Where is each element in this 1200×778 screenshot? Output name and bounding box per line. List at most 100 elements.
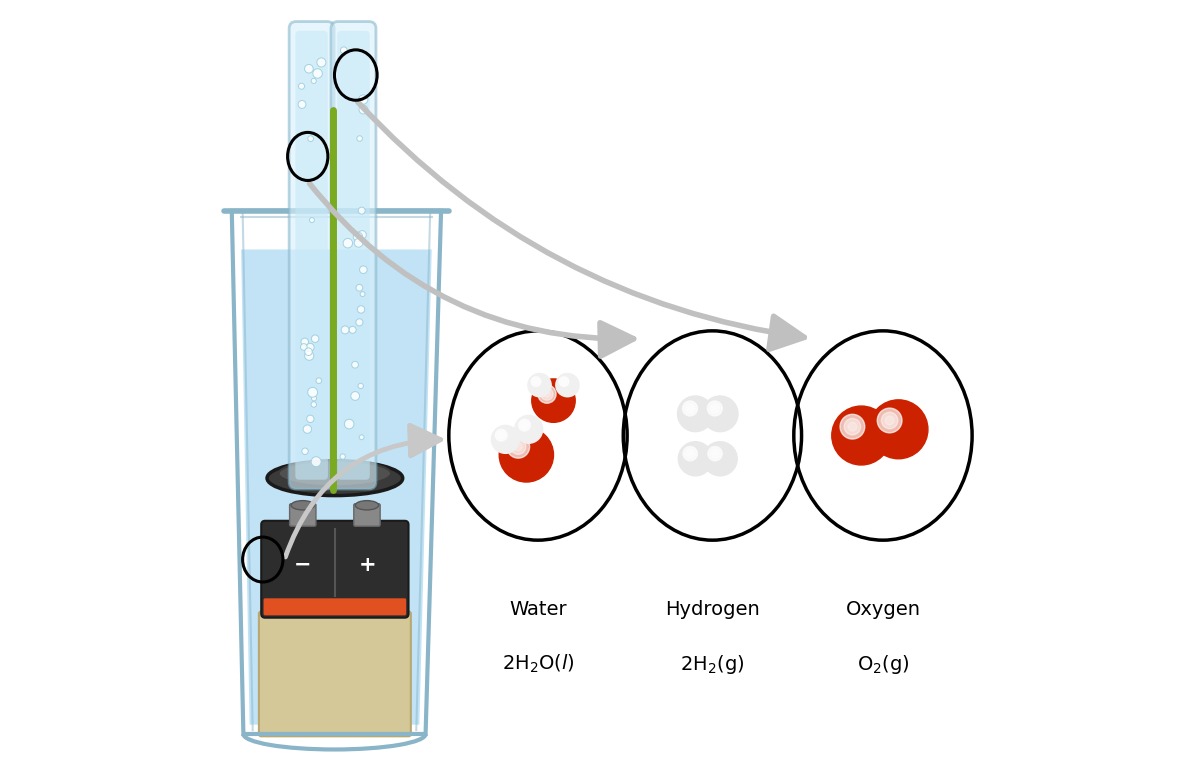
Circle shape	[532, 379, 575, 422]
FancyBboxPatch shape	[295, 31, 328, 480]
Circle shape	[541, 388, 553, 400]
Circle shape	[359, 207, 365, 214]
Circle shape	[713, 451, 718, 456]
Circle shape	[511, 439, 526, 454]
Circle shape	[506, 436, 529, 458]
Circle shape	[358, 384, 364, 389]
FancyBboxPatch shape	[289, 22, 334, 489]
Circle shape	[359, 105, 368, 114]
Circle shape	[556, 373, 580, 397]
Text: 2H$_2$(g): 2H$_2$(g)	[680, 653, 745, 676]
Circle shape	[685, 404, 695, 413]
Ellipse shape	[278, 461, 391, 486]
Circle shape	[312, 335, 319, 342]
Circle shape	[886, 416, 894, 425]
Circle shape	[702, 396, 738, 432]
Text: 2H$_2$O($\it{l}$): 2H$_2$O($\it{l}$)	[502, 653, 575, 675]
Circle shape	[359, 435, 364, 440]
Circle shape	[306, 343, 314, 352]
Circle shape	[311, 401, 317, 407]
Circle shape	[359, 95, 368, 104]
Ellipse shape	[355, 500, 378, 510]
Circle shape	[559, 377, 569, 387]
Circle shape	[544, 391, 551, 398]
Circle shape	[300, 344, 307, 350]
Circle shape	[832, 406, 890, 465]
Circle shape	[497, 431, 505, 439]
FancyBboxPatch shape	[289, 503, 316, 526]
Circle shape	[349, 326, 356, 333]
Circle shape	[877, 408, 902, 433]
Circle shape	[358, 306, 365, 313]
Polygon shape	[241, 223, 432, 250]
Circle shape	[353, 232, 362, 241]
Circle shape	[533, 378, 539, 385]
Circle shape	[350, 391, 360, 401]
Circle shape	[492, 426, 520, 454]
Circle shape	[311, 79, 317, 83]
Circle shape	[343, 239, 353, 248]
Circle shape	[352, 361, 359, 368]
Circle shape	[356, 285, 362, 291]
Text: Hydrogen: Hydrogen	[665, 601, 760, 619]
Text: Water: Water	[509, 601, 566, 619]
Circle shape	[311, 457, 322, 467]
Circle shape	[344, 419, 354, 429]
Circle shape	[356, 135, 362, 142]
Circle shape	[301, 338, 308, 345]
Circle shape	[688, 406, 692, 411]
Circle shape	[848, 422, 857, 431]
Circle shape	[678, 396, 713, 432]
Circle shape	[710, 449, 720, 458]
Text: Oxygen: Oxygen	[846, 601, 920, 619]
Circle shape	[499, 433, 503, 437]
FancyBboxPatch shape	[337, 31, 370, 480]
Circle shape	[317, 58, 326, 67]
Circle shape	[563, 380, 565, 384]
Circle shape	[683, 401, 697, 416]
Ellipse shape	[292, 500, 314, 510]
Circle shape	[358, 230, 366, 239]
Circle shape	[678, 442, 713, 476]
Circle shape	[528, 373, 551, 397]
Circle shape	[313, 68, 323, 79]
FancyBboxPatch shape	[259, 612, 410, 736]
Text: O$_2$(g): O$_2$(g)	[857, 653, 910, 676]
Circle shape	[518, 419, 530, 431]
Circle shape	[307, 387, 318, 398]
Circle shape	[312, 396, 317, 401]
Circle shape	[515, 415, 542, 443]
Circle shape	[298, 100, 306, 108]
Circle shape	[683, 447, 697, 461]
Circle shape	[360, 266, 367, 274]
FancyBboxPatch shape	[354, 503, 380, 526]
Circle shape	[354, 239, 362, 247]
Text: −: −	[293, 555, 311, 575]
Circle shape	[302, 448, 308, 454]
Ellipse shape	[268, 461, 403, 496]
Polygon shape	[241, 250, 432, 724]
Circle shape	[840, 415, 865, 439]
Circle shape	[341, 326, 349, 334]
Circle shape	[299, 83, 305, 89]
Circle shape	[522, 423, 527, 427]
Circle shape	[305, 65, 313, 73]
Circle shape	[496, 429, 508, 441]
Circle shape	[316, 378, 322, 384]
Circle shape	[341, 47, 347, 54]
Circle shape	[844, 419, 860, 435]
Circle shape	[703, 442, 737, 476]
Circle shape	[708, 447, 722, 461]
Circle shape	[340, 454, 346, 459]
Circle shape	[881, 412, 898, 429]
Circle shape	[534, 380, 538, 384]
Circle shape	[360, 292, 365, 296]
Circle shape	[712, 406, 718, 411]
Circle shape	[514, 443, 522, 450]
Circle shape	[356, 319, 362, 326]
Circle shape	[499, 428, 553, 482]
Circle shape	[532, 377, 541, 387]
Circle shape	[307, 415, 314, 422]
Circle shape	[538, 385, 556, 403]
FancyBboxPatch shape	[331, 22, 376, 489]
